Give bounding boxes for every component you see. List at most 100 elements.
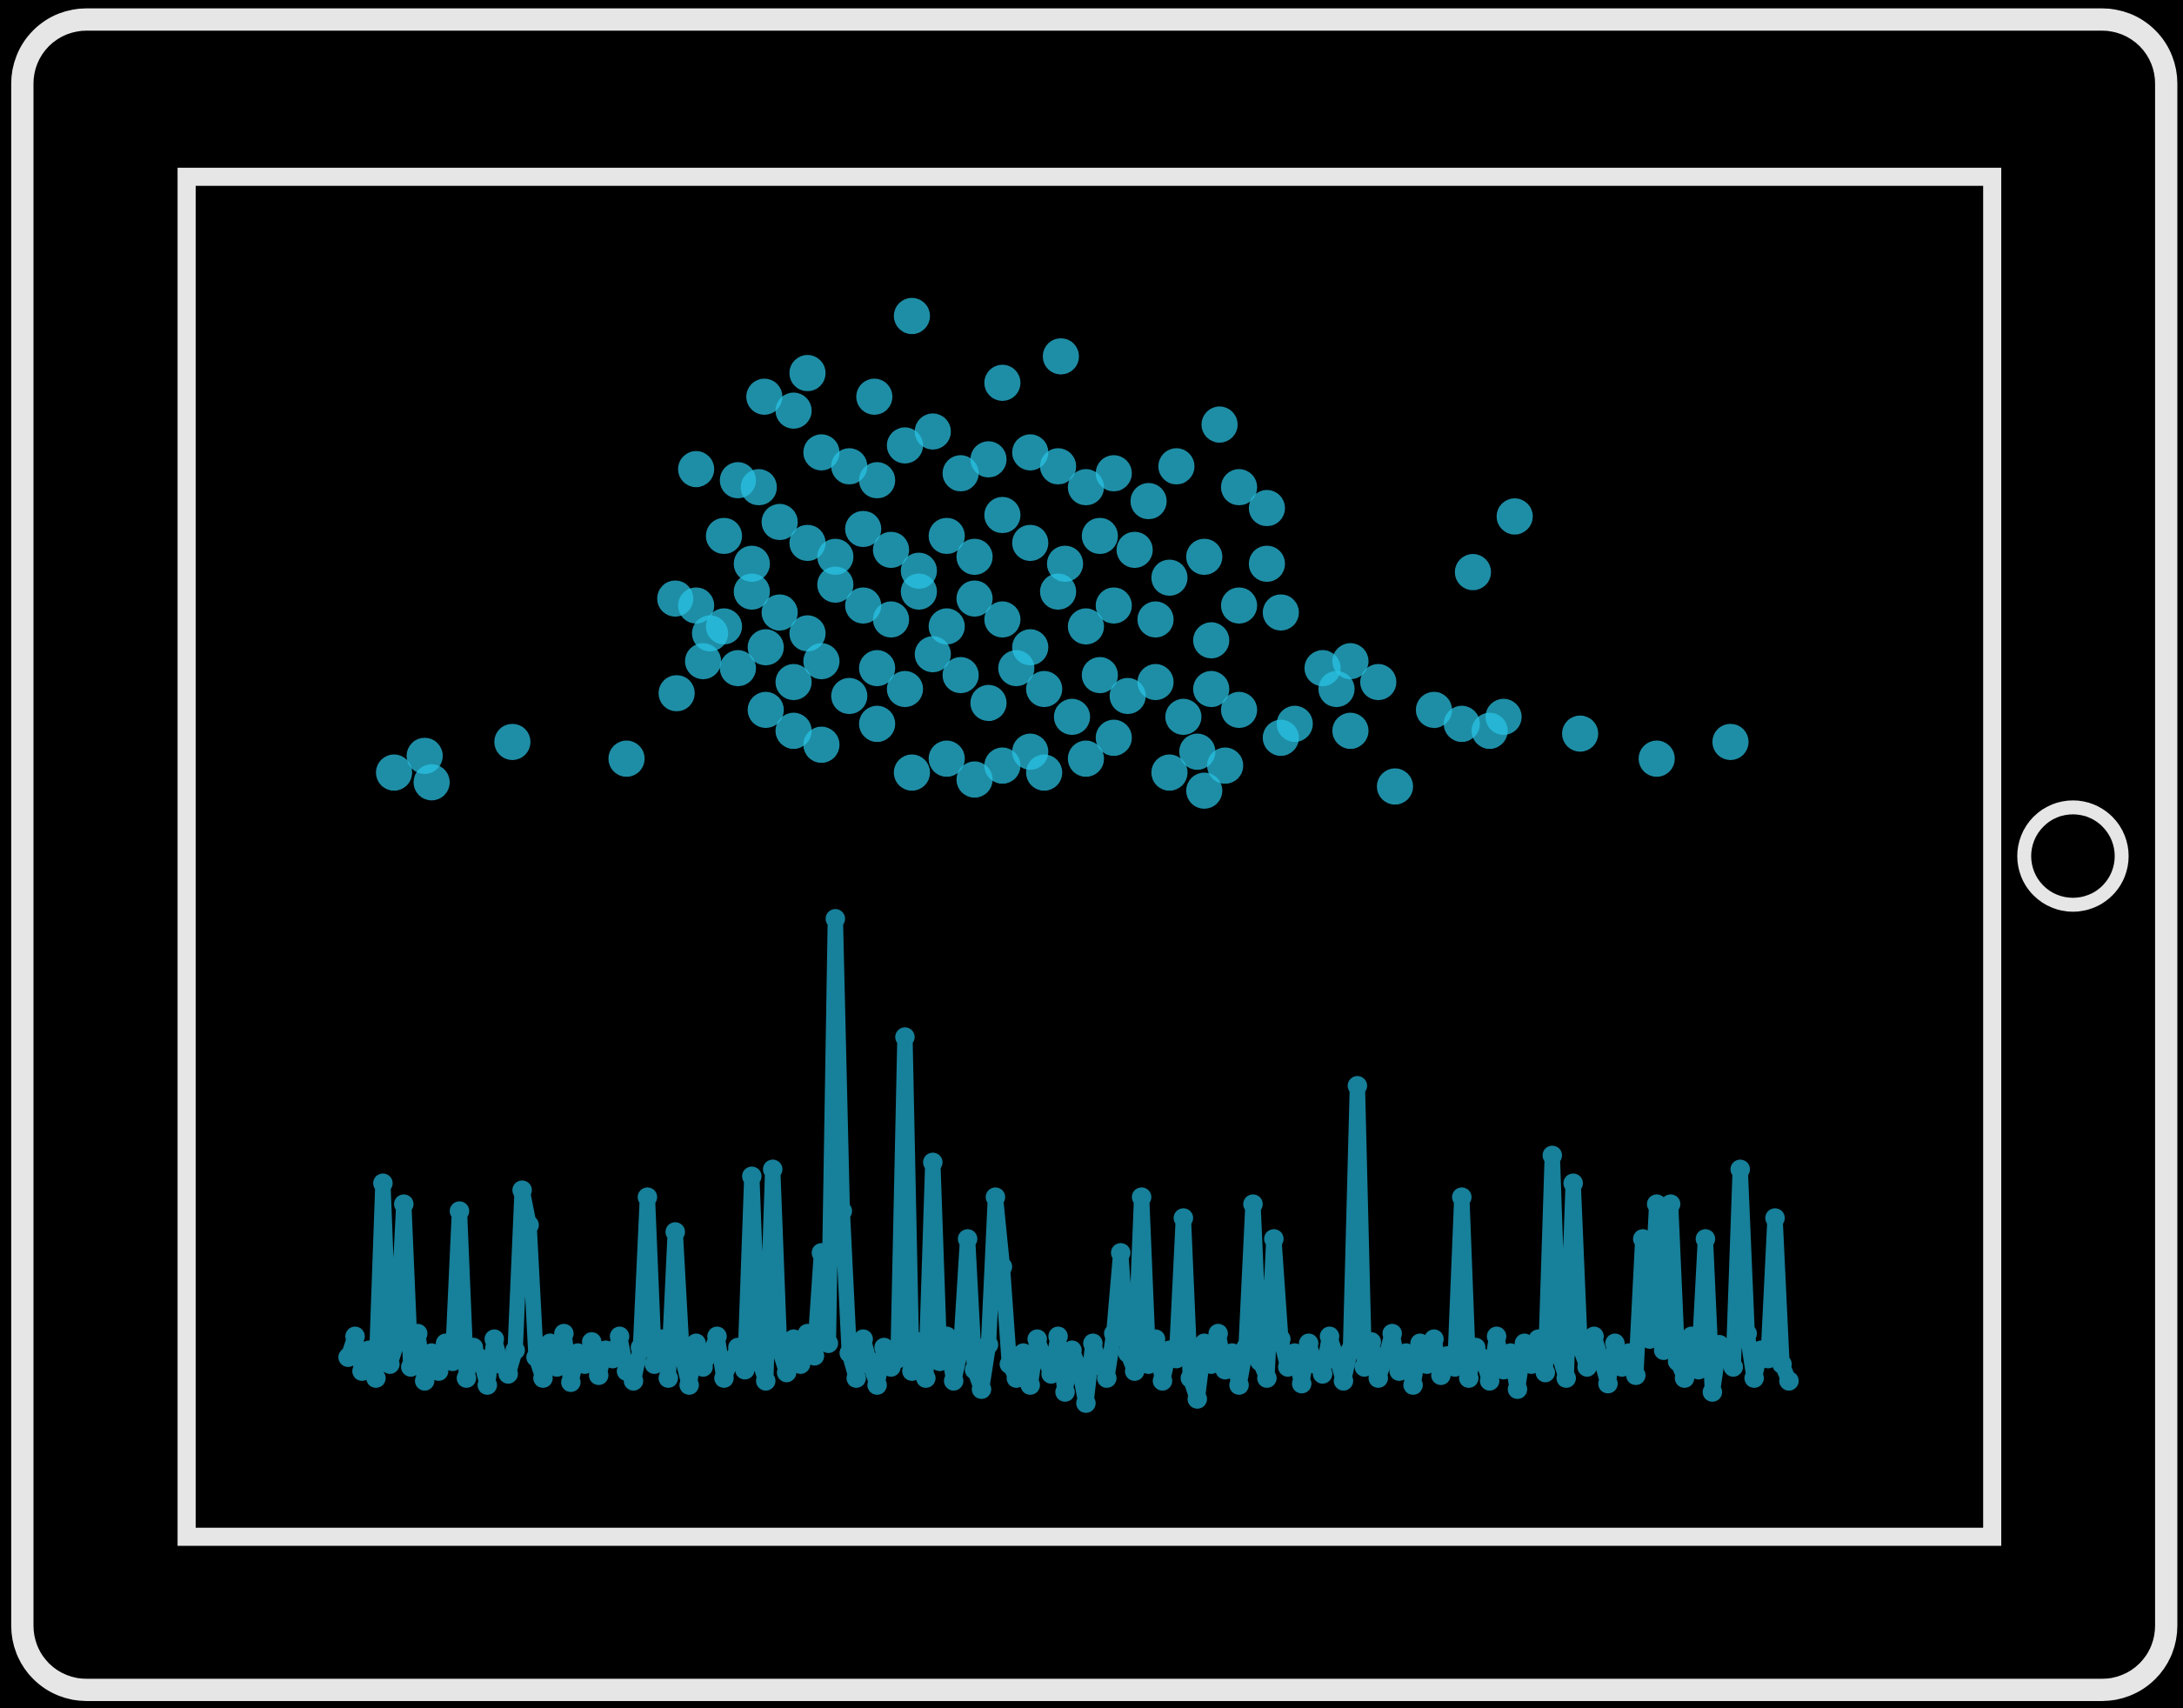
line-marker (1535, 1363, 1556, 1383)
scatter-point (914, 636, 951, 673)
scatter-point (856, 378, 893, 415)
line-marker (665, 1222, 685, 1242)
line-marker (457, 1368, 477, 1388)
scatter-point (1046, 545, 1084, 583)
line-marker (1396, 1343, 1416, 1364)
line-marker (1243, 1194, 1263, 1214)
line-marker (1111, 1243, 1131, 1263)
scatter-point (1095, 587, 1132, 624)
line-marker (1570, 1338, 1591, 1358)
scatter-point (858, 705, 896, 743)
line-marker (638, 1187, 658, 1207)
line-marker (985, 1187, 1005, 1207)
line-marker (519, 1215, 539, 1235)
line-marker (1584, 1326, 1605, 1346)
line-marker (1076, 1393, 1096, 1413)
line-marker (874, 1338, 894, 1358)
scatter-point (956, 538, 993, 576)
line-marker (846, 1368, 866, 1388)
scatter-point (1318, 671, 1355, 708)
line-marker (526, 1347, 546, 1367)
line-marker (1459, 1368, 1479, 1388)
line-marker (1660, 1194, 1681, 1214)
scatter-point (1377, 768, 1413, 805)
line-marker (867, 1375, 887, 1395)
line-marker (589, 1365, 609, 1385)
tablet-screen (177, 167, 2002, 1546)
line-marker (749, 1349, 769, 1369)
scatter-point (1095, 455, 1132, 492)
line-marker (1772, 1354, 1792, 1374)
scatter-point (658, 675, 695, 711)
line-marker (958, 1229, 978, 1249)
home-button[interactable] (2017, 800, 2129, 912)
scatter-point (984, 497, 1021, 534)
line-marker (1424, 1329, 1444, 1350)
line-marker (1528, 1329, 1549, 1350)
line-marker (1375, 1349, 1395, 1369)
scatter-point (1712, 724, 1749, 760)
line-marker (443, 1351, 463, 1371)
line-marker (1340, 1340, 1360, 1360)
line-marker (1639, 1329, 1660, 1350)
line-marker (1271, 1329, 1291, 1350)
scatter-point (775, 664, 812, 701)
scatter-point (1185, 538, 1223, 576)
line-marker (1486, 1326, 1506, 1346)
line-marker (1632, 1229, 1653, 1249)
scatter-point (1137, 664, 1174, 701)
line-marker (1264, 1229, 1284, 1249)
line-marker (1257, 1368, 1277, 1388)
line-marker (951, 1340, 971, 1360)
scatter-point (1042, 337, 1079, 375)
line-marker (540, 1333, 560, 1353)
scatter-point (886, 427, 924, 464)
scatter-point (775, 712, 812, 750)
scatter-point (1130, 483, 1167, 520)
scatter-point (657, 580, 694, 617)
line-marker (832, 1201, 852, 1221)
line-marker (1208, 1324, 1228, 1344)
scatter-point (1192, 622, 1230, 659)
scatter-point (733, 573, 771, 610)
line-marker (575, 1354, 595, 1374)
scatter-point (1178, 733, 1216, 771)
line-marker (1667, 1351, 1688, 1371)
scatter-point (1485, 698, 1522, 736)
line-marker (798, 1324, 818, 1344)
scatter-point (928, 740, 965, 777)
line-marker (818, 1333, 838, 1353)
line-marker (547, 1357, 567, 1378)
line-marker (345, 1326, 365, 1346)
scatter-point (705, 517, 743, 555)
scatter-point (494, 724, 531, 760)
line-marker (1389, 1361, 1409, 1381)
scatter-point (942, 657, 979, 694)
line-marker (700, 1343, 720, 1364)
scatter-point (998, 650, 1035, 687)
scatter-point (1151, 559, 1188, 597)
scatter-point (900, 573, 938, 610)
line-marker (923, 1152, 943, 1172)
line-marker (1403, 1375, 1423, 1395)
line-marker (944, 1371, 964, 1391)
scatter-point (1332, 643, 1369, 680)
scatter-point (1220, 587, 1258, 624)
line-marker (763, 1159, 783, 1179)
line-marker (1361, 1331, 1381, 1352)
line-marker (373, 1173, 393, 1193)
line-marker (1347, 1076, 1367, 1096)
scatter-point (1081, 517, 1118, 555)
scatter-point (691, 615, 729, 652)
line-marker (1605, 1333, 1626, 1353)
scatter-point (1025, 671, 1063, 708)
line-marker (561, 1372, 581, 1392)
scatter-point (817, 538, 854, 576)
line-marker (1041, 1364, 1061, 1384)
line-marker (1723, 1357, 1744, 1378)
line-marker (1250, 1351, 1270, 1371)
scatter-point (956, 580, 993, 617)
scatter-point (893, 297, 931, 335)
line-marker (450, 1201, 470, 1221)
line-marker (387, 1333, 407, 1353)
